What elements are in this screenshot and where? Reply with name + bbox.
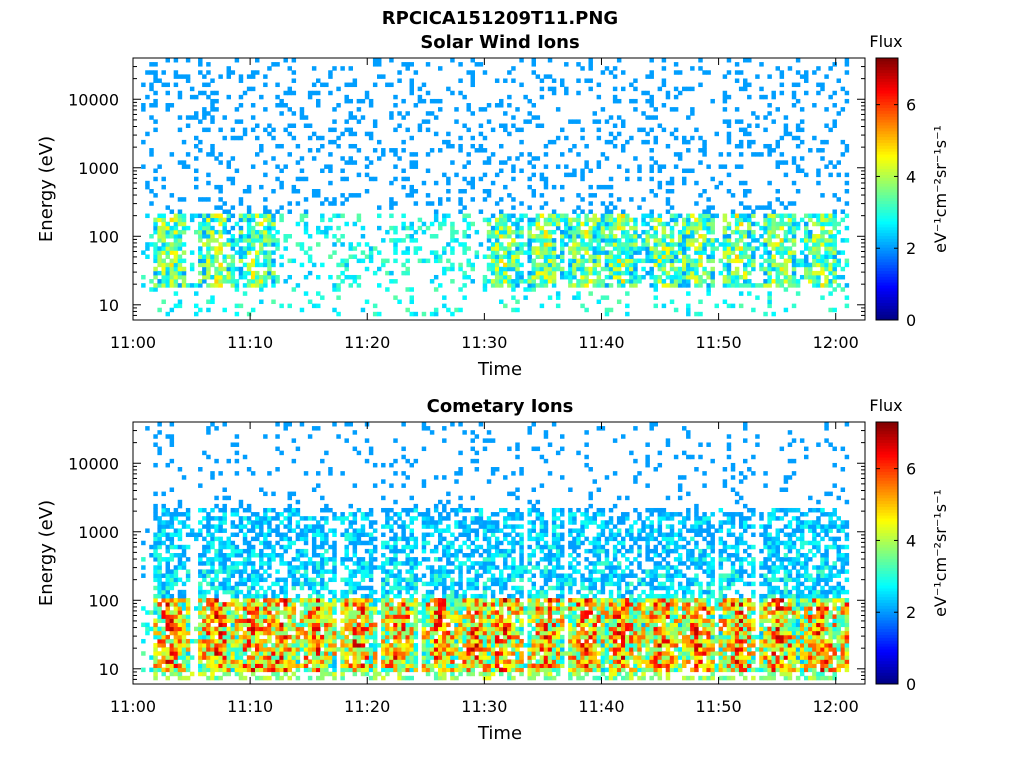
colorbar-tick-label: 6 xyxy=(906,460,916,479)
colorbar-tick-label: 4 xyxy=(906,531,916,550)
x-tick-label: 11:30 xyxy=(461,333,507,352)
colorbar-tick-label: 2 xyxy=(906,603,916,622)
x-tick-label: 12:00 xyxy=(813,333,859,352)
colorbar-tick-label: 0 xyxy=(906,311,916,330)
colorbar-label: Flux xyxy=(869,32,902,51)
figure-title: RPCICA151209T11.PNG xyxy=(382,8,618,29)
colorbar-label: Flux xyxy=(869,396,902,415)
x-tick-label: 11:10 xyxy=(227,333,273,352)
spectrogram xyxy=(141,58,849,316)
x-tick-label: 11:00 xyxy=(110,697,156,716)
y-tick-label: 10000 xyxy=(68,454,119,473)
y-tick-label: 10 xyxy=(99,296,119,315)
x-tick-label: 11:20 xyxy=(344,697,390,716)
x-tick-label: 11:10 xyxy=(227,697,273,716)
spectrogram xyxy=(141,422,849,680)
colorbar-unit-label: eV⁻¹cm⁻²sr⁻¹s⁻¹ xyxy=(931,489,950,617)
y-axis-title: Energy (eV) xyxy=(36,500,57,606)
y-tick-label: 100 xyxy=(88,591,119,610)
colorbar xyxy=(876,58,898,321)
y-axis-title: Energy (eV) xyxy=(36,136,57,242)
colorbar-tick-label: 6 xyxy=(906,96,916,115)
colorbar-tick-label: 0 xyxy=(906,675,916,694)
solar-wind-panel: Solar Wind Ions Flux Time Energy (eV) eV… xyxy=(36,32,950,380)
colorbar-tick-label: 2 xyxy=(906,239,916,258)
y-tick-label: 1000 xyxy=(78,159,119,178)
x-axis-title: Time xyxy=(477,359,522,380)
colorbar xyxy=(876,422,898,685)
y-tick-label: 10000 xyxy=(68,90,119,109)
x-axis-title: Time xyxy=(477,723,522,744)
x-tick-label: 11:20 xyxy=(344,333,390,352)
panel-title: Solar Wind Ions xyxy=(420,32,579,53)
colorbar-unit-label: eV⁻¹cm⁻²sr⁻¹s⁻¹ xyxy=(931,125,950,253)
x-tick-label: 11:40 xyxy=(578,333,624,352)
x-tick-label: 11:50 xyxy=(696,333,742,352)
colorbar-tick-label: 4 xyxy=(906,167,916,186)
cometary-panel: Cometary Ions Flux Time Energy (eV) eV⁻¹… xyxy=(36,396,950,744)
x-tick-label: 11:50 xyxy=(696,697,742,716)
x-tick-label: 11:00 xyxy=(110,333,156,352)
y-tick-label: 100 xyxy=(88,227,119,246)
y-tick-label: 1000 xyxy=(78,523,119,542)
y-tick-label: 10 xyxy=(99,660,119,679)
x-tick-label: 11:30 xyxy=(461,697,507,716)
x-tick-label: 11:40 xyxy=(578,697,624,716)
panel-title: Cometary Ions xyxy=(427,396,574,417)
x-tick-label: 12:00 xyxy=(813,697,859,716)
